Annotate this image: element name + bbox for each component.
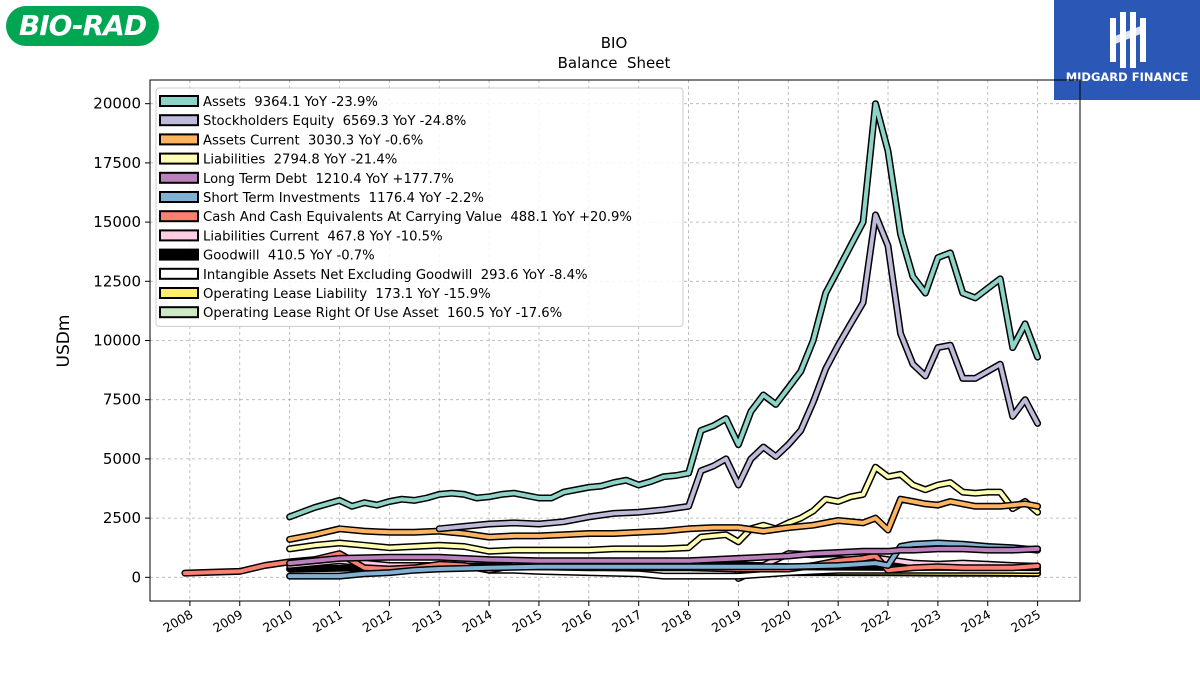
y-tick-label: 7500: [103, 391, 141, 409]
y-tick-label: 20000: [93, 95, 141, 113]
y-tick-label: 5000: [103, 450, 141, 468]
y-tick-label: 2500: [103, 509, 141, 527]
legend-item: Short Term Investments 1176.4 YoY -2.2%: [159, 191, 484, 206]
x-tick-label: 2021: [809, 607, 844, 636]
legend-label: Operating Lease Right Of Use Asset 160.5…: [203, 306, 562, 321]
bio-rad-logo: BIO-RAD: [6, 6, 159, 46]
legend-swatch: [159, 229, 199, 242]
legend-label: Assets Current 3030.3 YoY -0.6%: [203, 133, 423, 148]
x-tick-label: 2025: [1008, 607, 1043, 636]
bio-rad-logo-text: BIO-RAD: [18, 9, 147, 42]
x-tick-label: 2015: [509, 607, 544, 636]
legend-label: Long Term Debt 1210.4 YoY +177.7%: [203, 172, 454, 187]
chart-subtitle: Balance Sheet: [558, 54, 671, 72]
legend-label: Liabilities Current 467.8 YoY -10.5%: [203, 229, 443, 244]
legend-swatch: [159, 267, 199, 280]
legend-item: Cash And Cash Equivalents At Carrying Va…: [159, 210, 632, 225]
x-axis-ticks: 2008 2009 2010 2011 2012 2013 2014 2015 2016 2017…: [160, 601, 1043, 636]
y-tick-label: 17500: [93, 154, 141, 172]
legend-swatch: [159, 114, 199, 127]
legend-item: Liabilities 2794.8 YoY -21.4%: [159, 152, 397, 168]
legend-swatch: [159, 133, 199, 146]
midgard-mark-icon: [1110, 12, 1146, 68]
legend-label: Intangible Assets Net Excluding Goodwill…: [203, 268, 588, 283]
series-short-term-investments: [286, 539, 1042, 580]
x-tick-label: 2008: [160, 607, 195, 636]
legend-label: Liabilities 2794.8 YoY -21.4%: [203, 153, 397, 168]
series-assets-current: [286, 495, 1042, 543]
legend-item: Operating Lease Right Of Use Asset 160.5…: [159, 306, 562, 321]
legend-item: Stockholders Equity 6569.3 YoY -24.8%: [159, 114, 466, 129]
legend-item: Assets 9364.1 YoY -23.9%: [159, 95, 378, 110]
legend-label: Short Term Investments 1176.4 YoY -2.2%: [203, 191, 484, 206]
legend-swatch: [159, 287, 199, 299]
legend-label: Operating Lease Liability 173.1 YoY -15.…: [203, 287, 491, 302]
x-tick-label: 2016: [559, 607, 594, 636]
x-tick-label: 2019: [709, 607, 744, 636]
legend-item: Liabilities Current 467.8 YoY -10.5%: [159, 229, 443, 244]
series-line: [287, 101, 1040, 519]
legend-box: [155, 87, 684, 327]
x-tick-label: 2017: [609, 607, 644, 636]
legend: Assets 9364.1 YoY -23.9% Stockholders Equ…: [155, 87, 684, 327]
legend-item: Assets Current 3030.3 YoY -0.6%: [159, 133, 423, 148]
series-line: [287, 541, 1040, 579]
legend-label: Cash And Cash Equivalents At Carrying Va…: [203, 210, 632, 225]
legend-swatch: [159, 171, 199, 184]
y-tick-label: 0: [131, 568, 141, 586]
legend-swatch: [159, 306, 199, 319]
y-tick-label: 15000: [93, 213, 141, 231]
legend-item: Goodwill 410.5 YoY -0.7%: [159, 248, 375, 264]
x-tick-label: 2011: [310, 607, 345, 636]
midgard-finance-logo: MIDGARD FINANCE: [1054, 0, 1200, 100]
midgard-finance-wordmark: MIDGARD FINANCE: [1065, 70, 1189, 84]
series-line: [287, 465, 1040, 554]
series-stockholders-equity: [435, 211, 1042, 533]
series-line: [287, 546, 1040, 566]
legend-swatch: [159, 210, 199, 223]
legend-swatch: [159, 152, 199, 165]
x-tick-label: 2009: [210, 607, 245, 636]
x-tick-label: 2020: [759, 607, 794, 636]
x-tick-label: 2012: [360, 607, 395, 636]
chart-title: BIO: [601, 34, 628, 52]
series-long-term-debt: [286, 545, 1042, 567]
legend-label: Assets 9364.1 YoY -23.9%: [203, 95, 378, 110]
legend-swatch: [159, 191, 199, 203]
legend-item: Intangible Assets Net Excluding Goodwill…: [159, 267, 588, 283]
x-tick-label: 2018: [659, 607, 694, 636]
legend-label: Stockholders Equity 6569.3 YoY -24.8%: [203, 114, 466, 129]
series-liabilities: [286, 463, 1042, 555]
y-tick-label: 12500: [93, 272, 141, 290]
legend-item: Long Term Debt 1210.4 YoY +177.7%: [159, 171, 454, 187]
x-tick-label: 2024: [958, 607, 993, 636]
series-line: [437, 213, 1040, 531]
x-tick-label: 2014: [460, 607, 495, 636]
legend-swatch: [159, 95, 199, 107]
legend-label: Goodwill 410.5 YoY -0.7%: [203, 249, 375, 264]
y-axis-label: USDm: [54, 315, 74, 368]
series-lines: [181, 100, 1042, 582]
x-tick-label: 2013: [410, 607, 445, 636]
y-axis-ticks: 0 2500 5000 7500 10000 12500 15000 17500 20000: [93, 95, 150, 586]
series-assets: [286, 100, 1042, 521]
legend-swatch: [159, 248, 199, 261]
y-tick-label: 10000: [93, 332, 141, 350]
legend-item: Operating Lease Liability 173.1 YoY -15.…: [159, 287, 491, 302]
x-tick-label: 2010: [260, 607, 295, 636]
x-tick-label: 2023: [908, 607, 943, 636]
x-tick-label: 2022: [858, 607, 893, 636]
